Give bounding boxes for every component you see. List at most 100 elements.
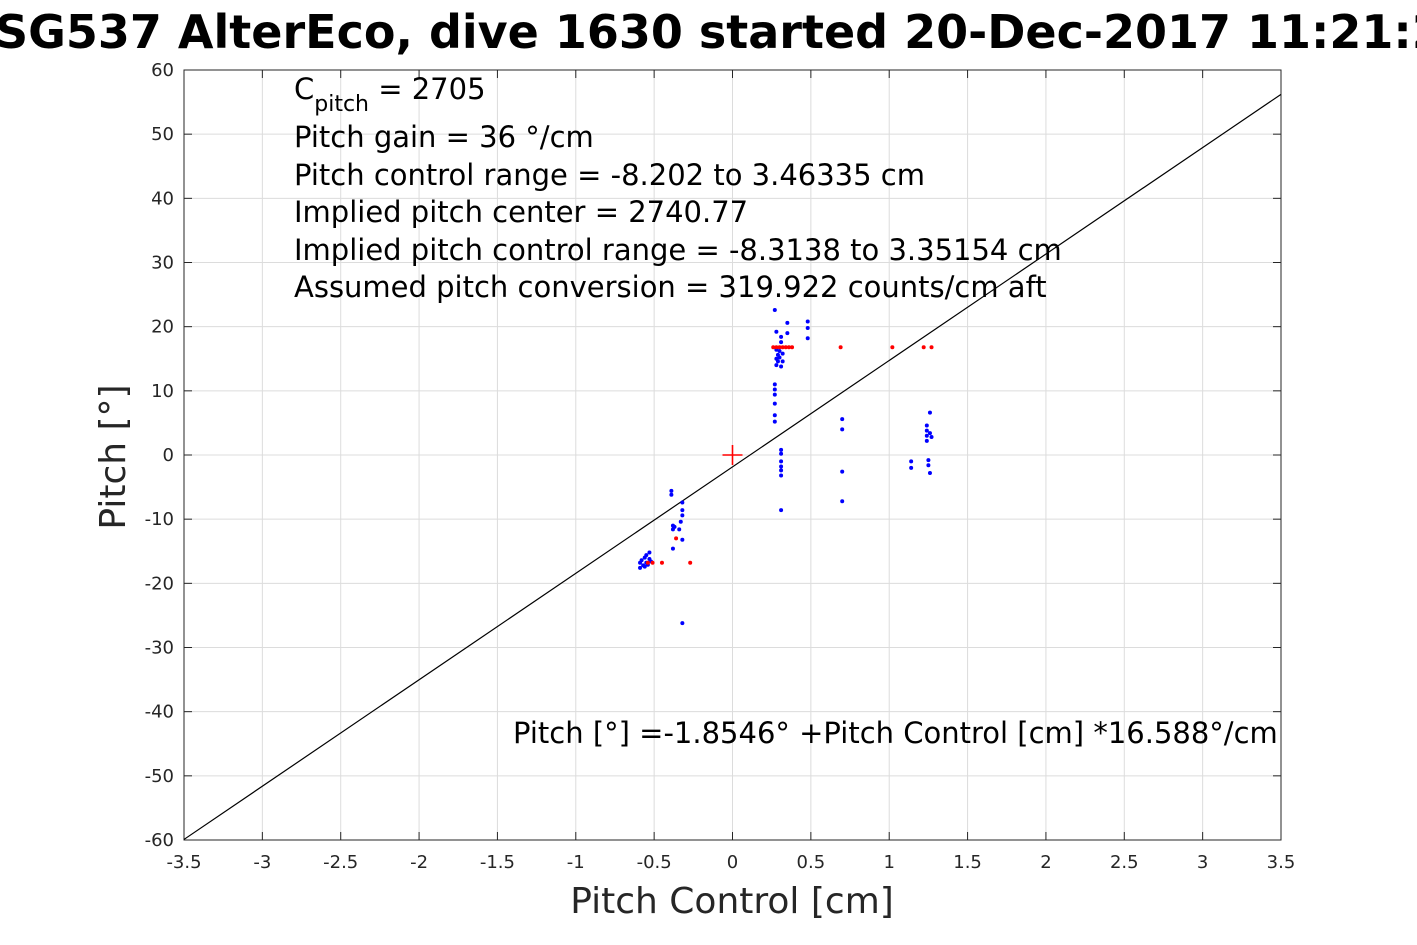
data-point [779, 459, 784, 464]
data-point [772, 392, 777, 397]
data-point [779, 364, 784, 369]
data-point [785, 320, 790, 325]
data-point [772, 401, 777, 406]
y-tick-label: -50 [145, 766, 174, 787]
x-tick-label: 0 [727, 852, 738, 873]
data-point [779, 508, 784, 513]
data-point [840, 427, 845, 432]
y-tick-label: 20 [151, 317, 174, 338]
annotation-fit-equation: Pitch [°] =-1.8546° +Pitch Control [cm] … [513, 716, 1278, 750]
data-point [669, 488, 674, 493]
data-point [805, 325, 810, 330]
data-point [680, 513, 685, 518]
data-point [890, 345, 895, 350]
data-point [840, 417, 845, 422]
data-point [680, 537, 685, 542]
data-point [674, 536, 679, 541]
data-point [680, 500, 685, 505]
data-point [927, 470, 932, 475]
data-point [774, 363, 779, 368]
center-marker-group [722, 445, 743, 465]
y-tick-label: 50 [151, 124, 174, 145]
data-point [779, 447, 784, 452]
data-point [678, 519, 683, 524]
annotation-control-range: Pitch control range = -8.202 to 3.46335 … [294, 158, 925, 192]
data-point [638, 565, 643, 570]
data-point [672, 524, 677, 529]
annotation-pitch-center: Implied pitch center = 2740.77 [294, 195, 748, 229]
y-tick-label: -20 [145, 573, 174, 594]
annotation-implied-range: Implied pitch control range = -8.3138 to… [294, 233, 1062, 267]
y-axis-label: Pitch [°] [93, 384, 134, 529]
data-point [924, 428, 929, 433]
data-point [927, 410, 932, 415]
data-point [772, 307, 777, 312]
data-point [775, 359, 780, 364]
y-tick-label: 30 [151, 253, 174, 274]
y-tick-label: 40 [151, 188, 174, 209]
data-point [840, 499, 845, 504]
data-point [680, 508, 685, 513]
data-point [838, 345, 843, 350]
data-point [680, 621, 685, 626]
data-point [642, 564, 647, 569]
annotation-conversion: Assumed pitch conversion = 319.922 count… [294, 270, 1047, 304]
data-point [774, 329, 779, 334]
data-point [780, 359, 785, 364]
data-point [909, 465, 914, 470]
x-tick-label: 3 [1197, 852, 1208, 873]
y-tick-label: 10 [151, 381, 174, 402]
data-point [805, 336, 810, 341]
data-point [921, 345, 926, 350]
x-tick-label: -1 [567, 852, 585, 873]
x-tick-label: 2.5 [1110, 852, 1139, 873]
x-tick-label: -3 [253, 852, 271, 873]
data-point [771, 345, 776, 350]
data-point [774, 345, 779, 350]
data-point [805, 319, 810, 324]
y-tick-label: 0 [163, 445, 174, 466]
data-point [785, 331, 790, 336]
annotation-cpitch-value: = 2705 [369, 72, 486, 106]
data-point [659, 560, 664, 565]
data-point [790, 345, 795, 350]
data-point [779, 473, 784, 478]
data-point [645, 560, 650, 565]
x-tick-label: -3.5 [166, 852, 201, 873]
data-point [924, 423, 929, 428]
data-point [924, 433, 929, 438]
x-tick-label: 1 [883, 852, 894, 873]
data-point [777, 345, 782, 350]
grid [183, 69, 1282, 841]
fit-line-group [183, 93, 1282, 840]
data-point [909, 459, 914, 464]
data-point [927, 431, 932, 436]
data-point [777, 355, 782, 360]
annotation-pitch-gain: Pitch gain = 36 °/cm [294, 120, 594, 154]
y-tick-label: -10 [145, 509, 174, 530]
annotation-cpitch-base: C [294, 72, 314, 106]
x-axis-label: Pitch Control [cm] [570, 881, 894, 922]
x-tick-label: -0.5 [637, 852, 672, 873]
data-point [780, 351, 785, 356]
x-tick-label: -1.5 [480, 852, 515, 873]
y-tick-label: -40 [145, 702, 174, 723]
data-points [638, 307, 934, 626]
y-tick-label: -30 [145, 638, 174, 659]
data-point [780, 345, 785, 350]
data-point [688, 560, 693, 565]
data-point [779, 334, 784, 339]
data-point [669, 492, 674, 497]
y-tick-label: -60 [145, 830, 174, 851]
data-point [677, 527, 682, 532]
data-point [779, 464, 784, 469]
data-point [779, 451, 784, 456]
data-point [840, 469, 845, 474]
data-point [779, 468, 784, 473]
x-tick-label: -2 [410, 852, 428, 873]
data-point [772, 387, 777, 392]
annotation-cpitch-sub: pitch [314, 92, 369, 117]
data-point [929, 435, 934, 440]
data-point [779, 340, 784, 345]
